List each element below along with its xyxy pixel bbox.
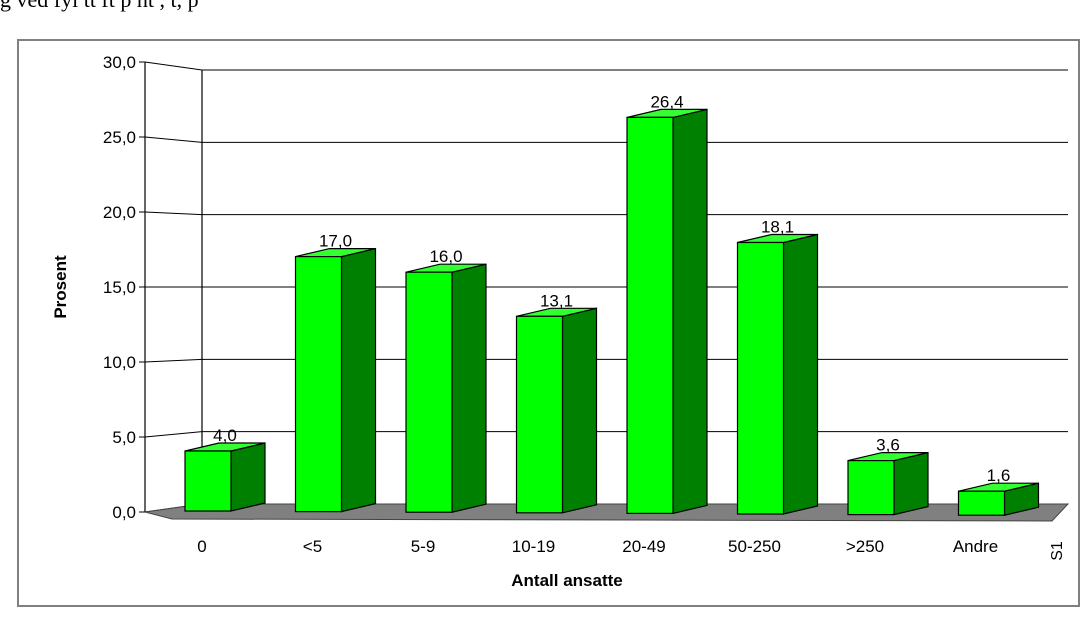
y-tick-label: 5,0	[112, 428, 136, 447]
data-label: 3,6	[876, 436, 900, 455]
bar	[515, 307, 598, 514]
bar	[184, 442, 266, 512]
bar-front	[515, 315, 564, 514]
x-axis-title: Antall ansatte	[511, 571, 622, 590]
chart-floor	[144, 503, 1070, 522]
data-labels: 4,0 17,0 16,0 13,1 26,4 18,1 3,6 1,6	[213, 92, 1010, 485]
x-tick-label: 0	[197, 537, 206, 556]
bar-side	[672, 108, 708, 515]
x-tick-label: 10-19	[512, 537, 555, 556]
y-axis-title: Prosent	[51, 255, 70, 319]
bars	[184, 108, 1040, 516]
x-tick-label: <5	[303, 537, 322, 556]
x-tick-label: 20-49	[622, 537, 665, 556]
bar-side	[561, 307, 598, 514]
y-tick-label: 0,0	[112, 503, 136, 522]
bar-side	[782, 233, 819, 515]
bar-front	[626, 116, 674, 515]
floor-plane	[144, 503, 1070, 522]
bar-side	[340, 247, 377, 513]
y-tick-label: 20,0	[103, 203, 136, 222]
series-label: S1	[1049, 541, 1066, 561]
y-tick-label: 25,0	[103, 128, 136, 147]
bar	[847, 451, 929, 516]
data-label: 4,0	[213, 426, 237, 445]
bar	[957, 482, 1040, 516]
bar-front	[405, 271, 453, 513]
figure-caption: g ved fyl tt ft p ht , t, p	[0, 0, 199, 13]
x-tick-label: 5-9	[411, 537, 436, 556]
data-label: 17,0	[319, 232, 352, 251]
bar-side	[230, 442, 266, 512]
bar-front	[957, 490, 1006, 516]
x-tick-label: >250	[846, 537, 884, 556]
x-tick-label: Andre	[953, 537, 998, 556]
x-tick-label: 50-250	[728, 537, 781, 556]
y-tick-label: 30,0	[103, 53, 136, 72]
data-label: 1,6	[987, 466, 1011, 485]
bar-front	[736, 241, 785, 515]
bar	[294, 247, 377, 513]
bar-side	[451, 263, 487, 513]
data-label: 16,0	[429, 247, 462, 266]
y-tick-label: 15,0	[103, 278, 136, 297]
bar	[626, 108, 708, 515]
bar-front	[184, 450, 232, 512]
data-label: 13,1	[540, 291, 573, 310]
y-tick-label: 10,0	[103, 353, 136, 372]
data-label: 26,4	[650, 92, 683, 111]
data-label: 18,1	[761, 218, 794, 237]
bar-front	[847, 460, 895, 516]
bar	[736, 233, 819, 515]
bar	[405, 263, 487, 513]
bar-front	[294, 256, 343, 513]
y-axis-ticks: 0,0 5,0 10,0 15,0 20,0 25,0 30,0	[103, 53, 145, 522]
bar-side	[893, 451, 929, 516]
x-axis-ticks: 0 <5 5-9 10-19 20-49 50-250 >250 Andre	[197, 537, 998, 556]
